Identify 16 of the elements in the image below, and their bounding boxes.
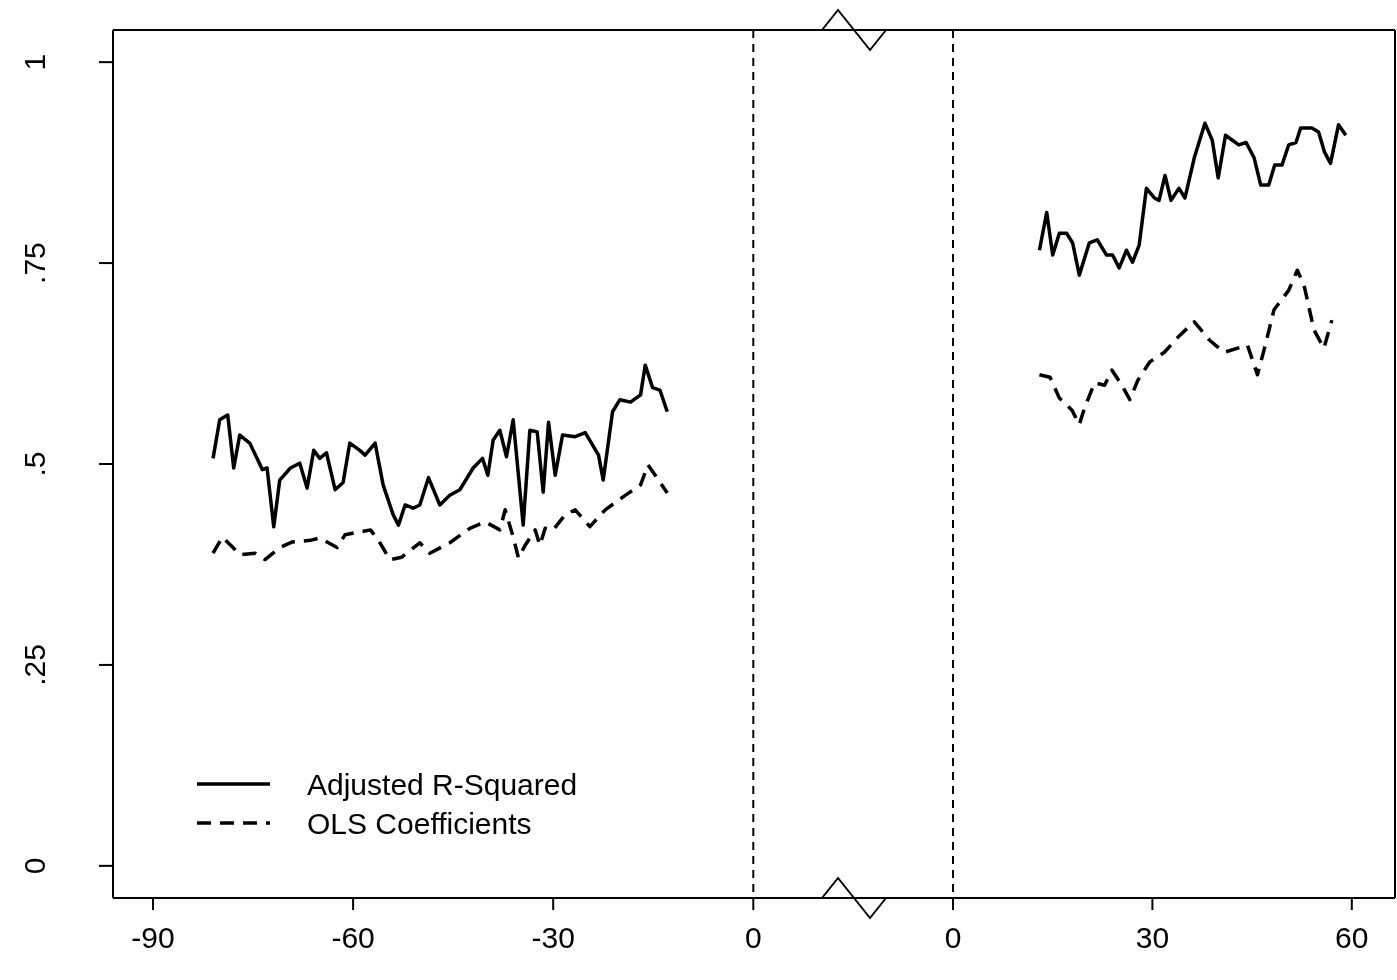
x-tick-label: -30 bbox=[531, 921, 575, 954]
x-tick-label: 30 bbox=[1135, 921, 1170, 954]
line-series bbox=[211, 463, 669, 562]
x-tick-label: 0 bbox=[744, 921, 762, 954]
line-series bbox=[211, 363, 669, 529]
legend-label: Adjusted R-Squared bbox=[307, 768, 578, 801]
x-tick-label: 0 bbox=[944, 921, 962, 954]
x-tick-label: -90 bbox=[131, 921, 175, 954]
y-tick-label: .25 bbox=[18, 644, 51, 686]
x-tick-label: 60 bbox=[1335, 921, 1369, 954]
legend-label: OLS Coefficients bbox=[307, 807, 532, 840]
y-tick-label: 1 bbox=[18, 53, 51, 71]
y-tick-label: 0 bbox=[18, 857, 51, 875]
y-tick-label: .5 bbox=[18, 451, 51, 477]
y-tick-label: .75 bbox=[18, 242, 51, 284]
x-tick-label: -60 bbox=[331, 921, 375, 954]
